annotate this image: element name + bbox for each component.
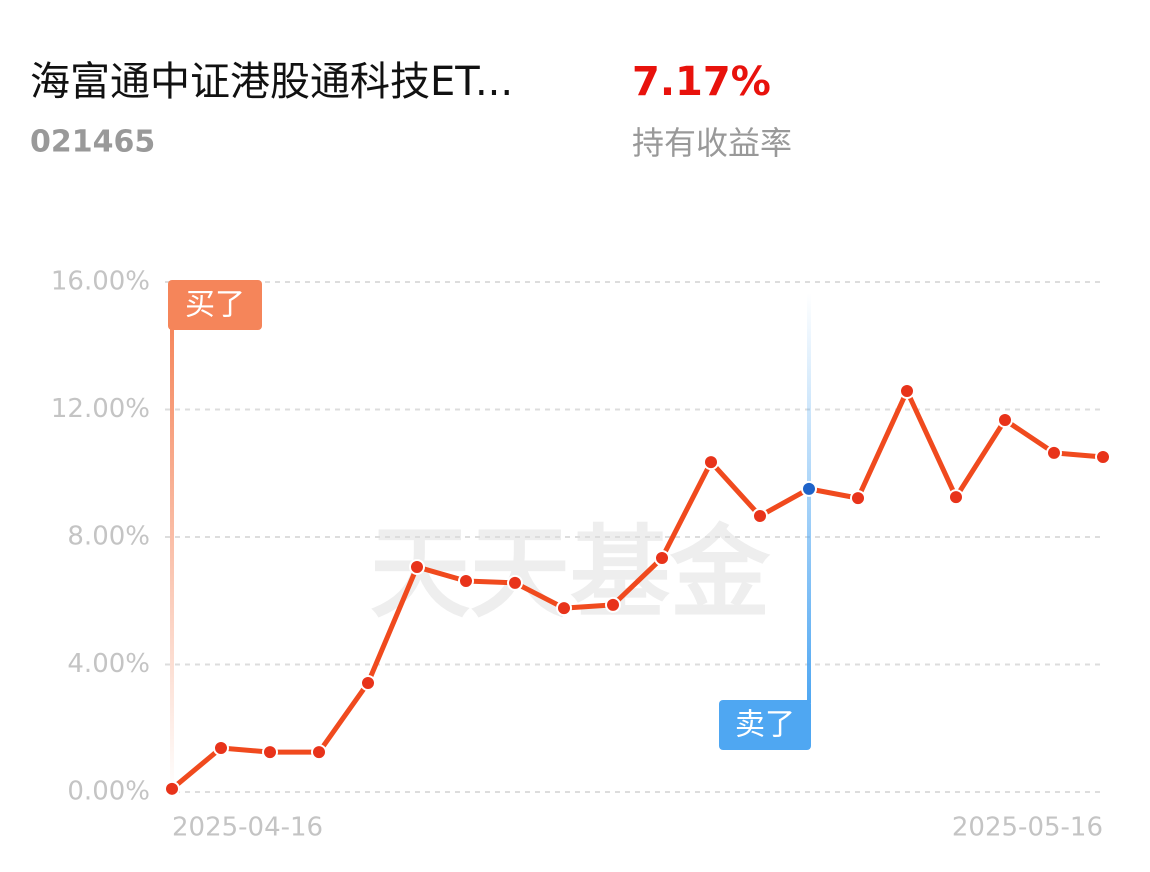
point: [311, 744, 327, 761]
point: [507, 574, 523, 591]
x-tick-label: 2025-04-16: [172, 813, 323, 843]
y-tick-label: 0.00%: [67, 777, 150, 807]
point: [997, 412, 1013, 429]
point: [458, 572, 474, 589]
buy-tag-text: 买了: [185, 288, 245, 323]
x-tick-label: 2025-05-16: [952, 813, 1103, 843]
return-label: 持有收益率: [632, 124, 792, 162]
point: [556, 600, 572, 617]
y-tick-label: 12.00%: [51, 394, 150, 424]
point: [213, 740, 229, 757]
point: [948, 489, 964, 506]
point: [899, 383, 915, 400]
point: [360, 674, 376, 691]
point: [1046, 444, 1062, 461]
return-value: 7.17%: [632, 59, 771, 105]
y-tick-label: 16.00%: [51, 267, 150, 297]
point: [752, 507, 768, 524]
sell-line: [807, 293, 811, 703]
fund-title: 海富通中证港股通科技ET...: [30, 59, 513, 105]
point: [1095, 448, 1111, 465]
point: [262, 744, 278, 761]
fund-code: 021465: [30, 125, 155, 160]
point: [605, 596, 621, 613]
y-tick-label: 4.00%: [67, 649, 150, 679]
line: [170, 388, 1104, 791]
y-tick-label: 8.00%: [67, 522, 150, 552]
sell-tag-text: 卖了: [735, 708, 795, 743]
buy-line: [170, 320, 174, 792]
buy-tag: [168, 280, 262, 330]
point: [409, 558, 425, 575]
point: [801, 480, 817, 497]
sell-tag: [719, 700, 811, 750]
point: [164, 780, 180, 797]
point: [654, 550, 670, 567]
point: [850, 490, 866, 507]
point: [703, 454, 719, 471]
